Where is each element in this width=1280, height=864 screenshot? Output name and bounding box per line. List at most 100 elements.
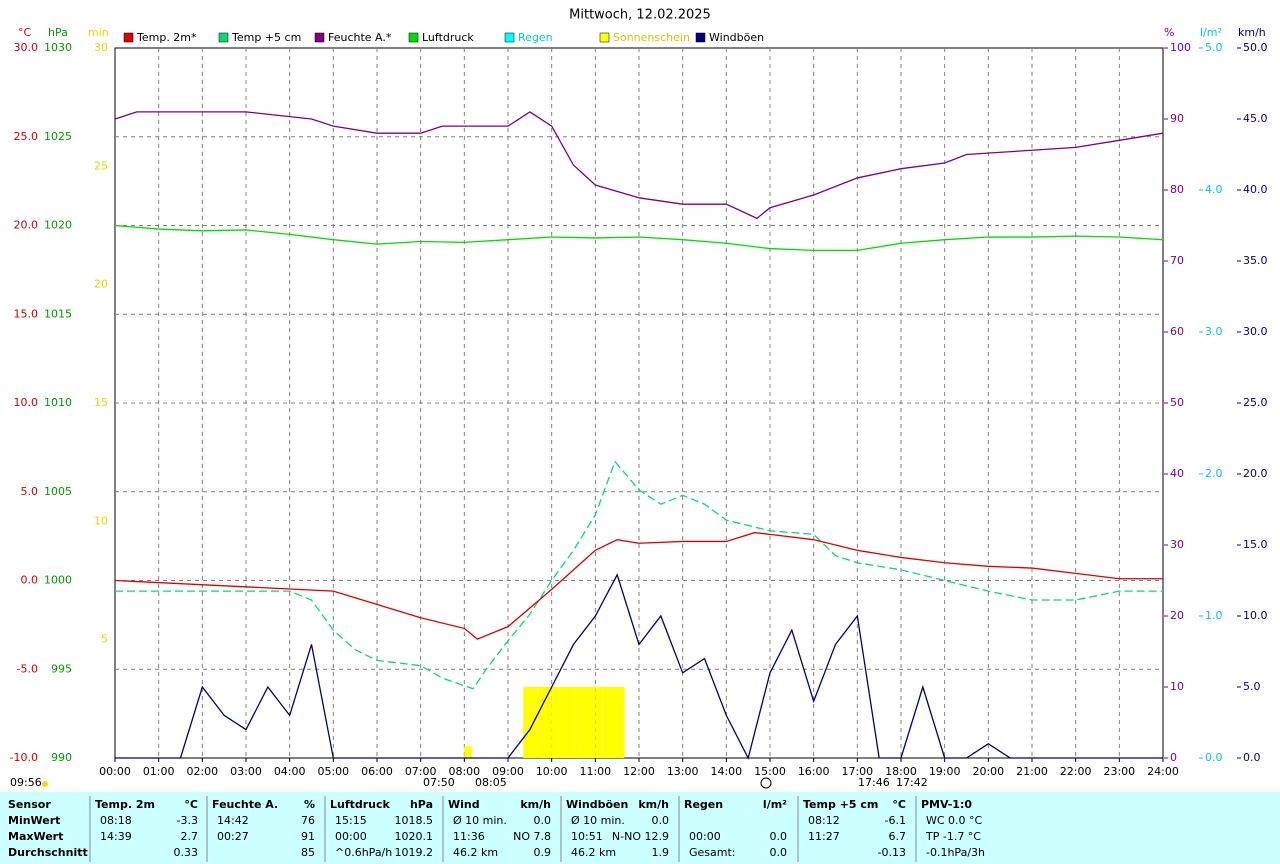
y-tick-label: 25: [94, 159, 108, 172]
y-tick-label: 0.0: [1243, 751, 1261, 764]
axis-unit: l/m²: [1200, 26, 1222, 39]
column-header: Windböen: [566, 798, 628, 811]
column-header: Feuchte A.: [212, 798, 278, 811]
column-header: %: [304, 798, 315, 811]
row-label: Durchschnitt: [8, 846, 88, 859]
column-header: Temp +5 cm: [803, 798, 878, 811]
annotation: 08:05: [475, 776, 507, 789]
y-tick-label: 15.0: [1243, 538, 1268, 551]
column-header: °C: [184, 798, 198, 811]
x-tick-label: 05:00: [317, 765, 349, 778]
cell: TP -1.7 °C: [925, 830, 981, 843]
bar: [609, 687, 618, 758]
legend-swatch: [218, 32, 229, 43]
column-header: Temp. 2m: [95, 798, 155, 811]
y-tick-label: 90: [1170, 112, 1184, 125]
cell: 15:15: [335, 814, 367, 827]
legend-swatch: [695, 32, 706, 43]
cell: 10:51: [571, 830, 603, 843]
y-tick-label: 15.0: [14, 307, 39, 320]
y-tick-label: 1020: [44, 219, 72, 232]
y-tick-label: 25.0: [1243, 396, 1268, 409]
bar: [580, 687, 589, 758]
column-header: Luftdruck: [330, 798, 391, 811]
x-tick-label: 20:00: [972, 765, 1004, 778]
column-header: °C: [892, 798, 906, 811]
y-tick-label: 35.0: [1243, 254, 1268, 267]
series-line: [115, 460, 1163, 690]
column-header: l/m²: [763, 798, 787, 811]
y-tick-label: 0.0: [1205, 751, 1223, 764]
cell: 1018.5: [395, 814, 434, 827]
cell: 00:27: [217, 830, 249, 843]
y-tick-label: 2.0: [1205, 467, 1223, 480]
y-tick-label: 30: [1170, 538, 1184, 551]
chart-title: Mittwoch, 12.02.2025: [569, 8, 711, 23]
cell: 1.9: [652, 846, 670, 859]
axis-unit: hPa: [48, 26, 68, 39]
x-tick-label: 06:00: [361, 765, 393, 778]
y-tick-label: 60: [1170, 325, 1184, 338]
series-line: [114, 531, 1163, 640]
x-tick-label: 08:00: [448, 765, 480, 778]
x-tick-label: 19:00: [929, 765, 961, 778]
x-tick-label: 10:00: [536, 765, 568, 778]
cell: Ø 10 min.: [571, 814, 625, 827]
cell: WC 0.0 °C: [926, 814, 983, 827]
x-tick-label: 22:00: [1060, 765, 1092, 778]
y-tick-label: 0: [1170, 751, 1177, 764]
annotation: 17:46: [858, 776, 890, 789]
cell: -0.13: [878, 846, 906, 859]
cell: 14:39: [100, 830, 132, 843]
x-tick-label: 11:00: [579, 765, 611, 778]
y-tick-label: 20: [94, 278, 108, 291]
y-tick-label: 1015: [44, 307, 72, 320]
bar: [537, 687, 545, 758]
legend-label: Temp +5 cm: [231, 31, 301, 44]
x-tick-label: 12:00: [623, 765, 655, 778]
cell: 08:18: [100, 814, 132, 827]
y-tick-label: -10.0: [10, 751, 38, 764]
axis-unit: km/h: [1238, 26, 1266, 39]
legend-label: Sonnenschein: [613, 31, 690, 44]
y-tick-label: 995: [51, 662, 72, 675]
x-tick-label: 13:00: [667, 765, 699, 778]
legend-swatch: [599, 32, 610, 43]
x-tick-label: 01:00: [143, 765, 175, 778]
x-tick-label: 00:00: [99, 765, 131, 778]
bar: [587, 687, 596, 758]
cell: 76: [301, 814, 315, 827]
column-header: Wind: [448, 798, 480, 811]
cell: 0.0: [770, 846, 788, 859]
x-tick-label: 16:00: [798, 765, 830, 778]
series-line: [115, 573, 1163, 760]
cell: 08:12: [808, 814, 840, 827]
column-header: Regen: [684, 798, 723, 811]
x-tick-label: 03:00: [230, 765, 262, 778]
x-tick-label: 02:00: [186, 765, 218, 778]
x-tick-label: 14:00: [710, 765, 742, 778]
y-tick-label: 40: [1170, 467, 1184, 480]
cell: 85: [301, 846, 315, 859]
cell: 46.2 km: [453, 846, 498, 859]
bar: [602, 687, 611, 758]
y-tick-label: 10: [94, 514, 108, 527]
y-tick-label: 25.0: [14, 130, 39, 143]
y-tick-label: 80: [1170, 183, 1184, 196]
cell: 0.9: [534, 846, 552, 859]
y-tick-label: 20.0: [14, 219, 39, 232]
x-tick-label: 15:00: [754, 765, 786, 778]
y-tick-label: 5: [101, 633, 108, 646]
cell: 91: [301, 830, 315, 843]
y-tick-label: 1030: [44, 41, 72, 54]
x-tick-label: 17:00: [841, 765, 873, 778]
y-tick-label: 30.0: [14, 41, 39, 54]
bar: [559, 687, 567, 758]
x-tick-label: 18:00: [885, 765, 917, 778]
y-tick-label: 1.0: [1205, 609, 1223, 622]
y-tick-label: 40.0: [1243, 183, 1268, 196]
cell: 14:42: [217, 814, 249, 827]
bar: [573, 687, 581, 758]
x-tick-label: 23:00: [1103, 765, 1135, 778]
